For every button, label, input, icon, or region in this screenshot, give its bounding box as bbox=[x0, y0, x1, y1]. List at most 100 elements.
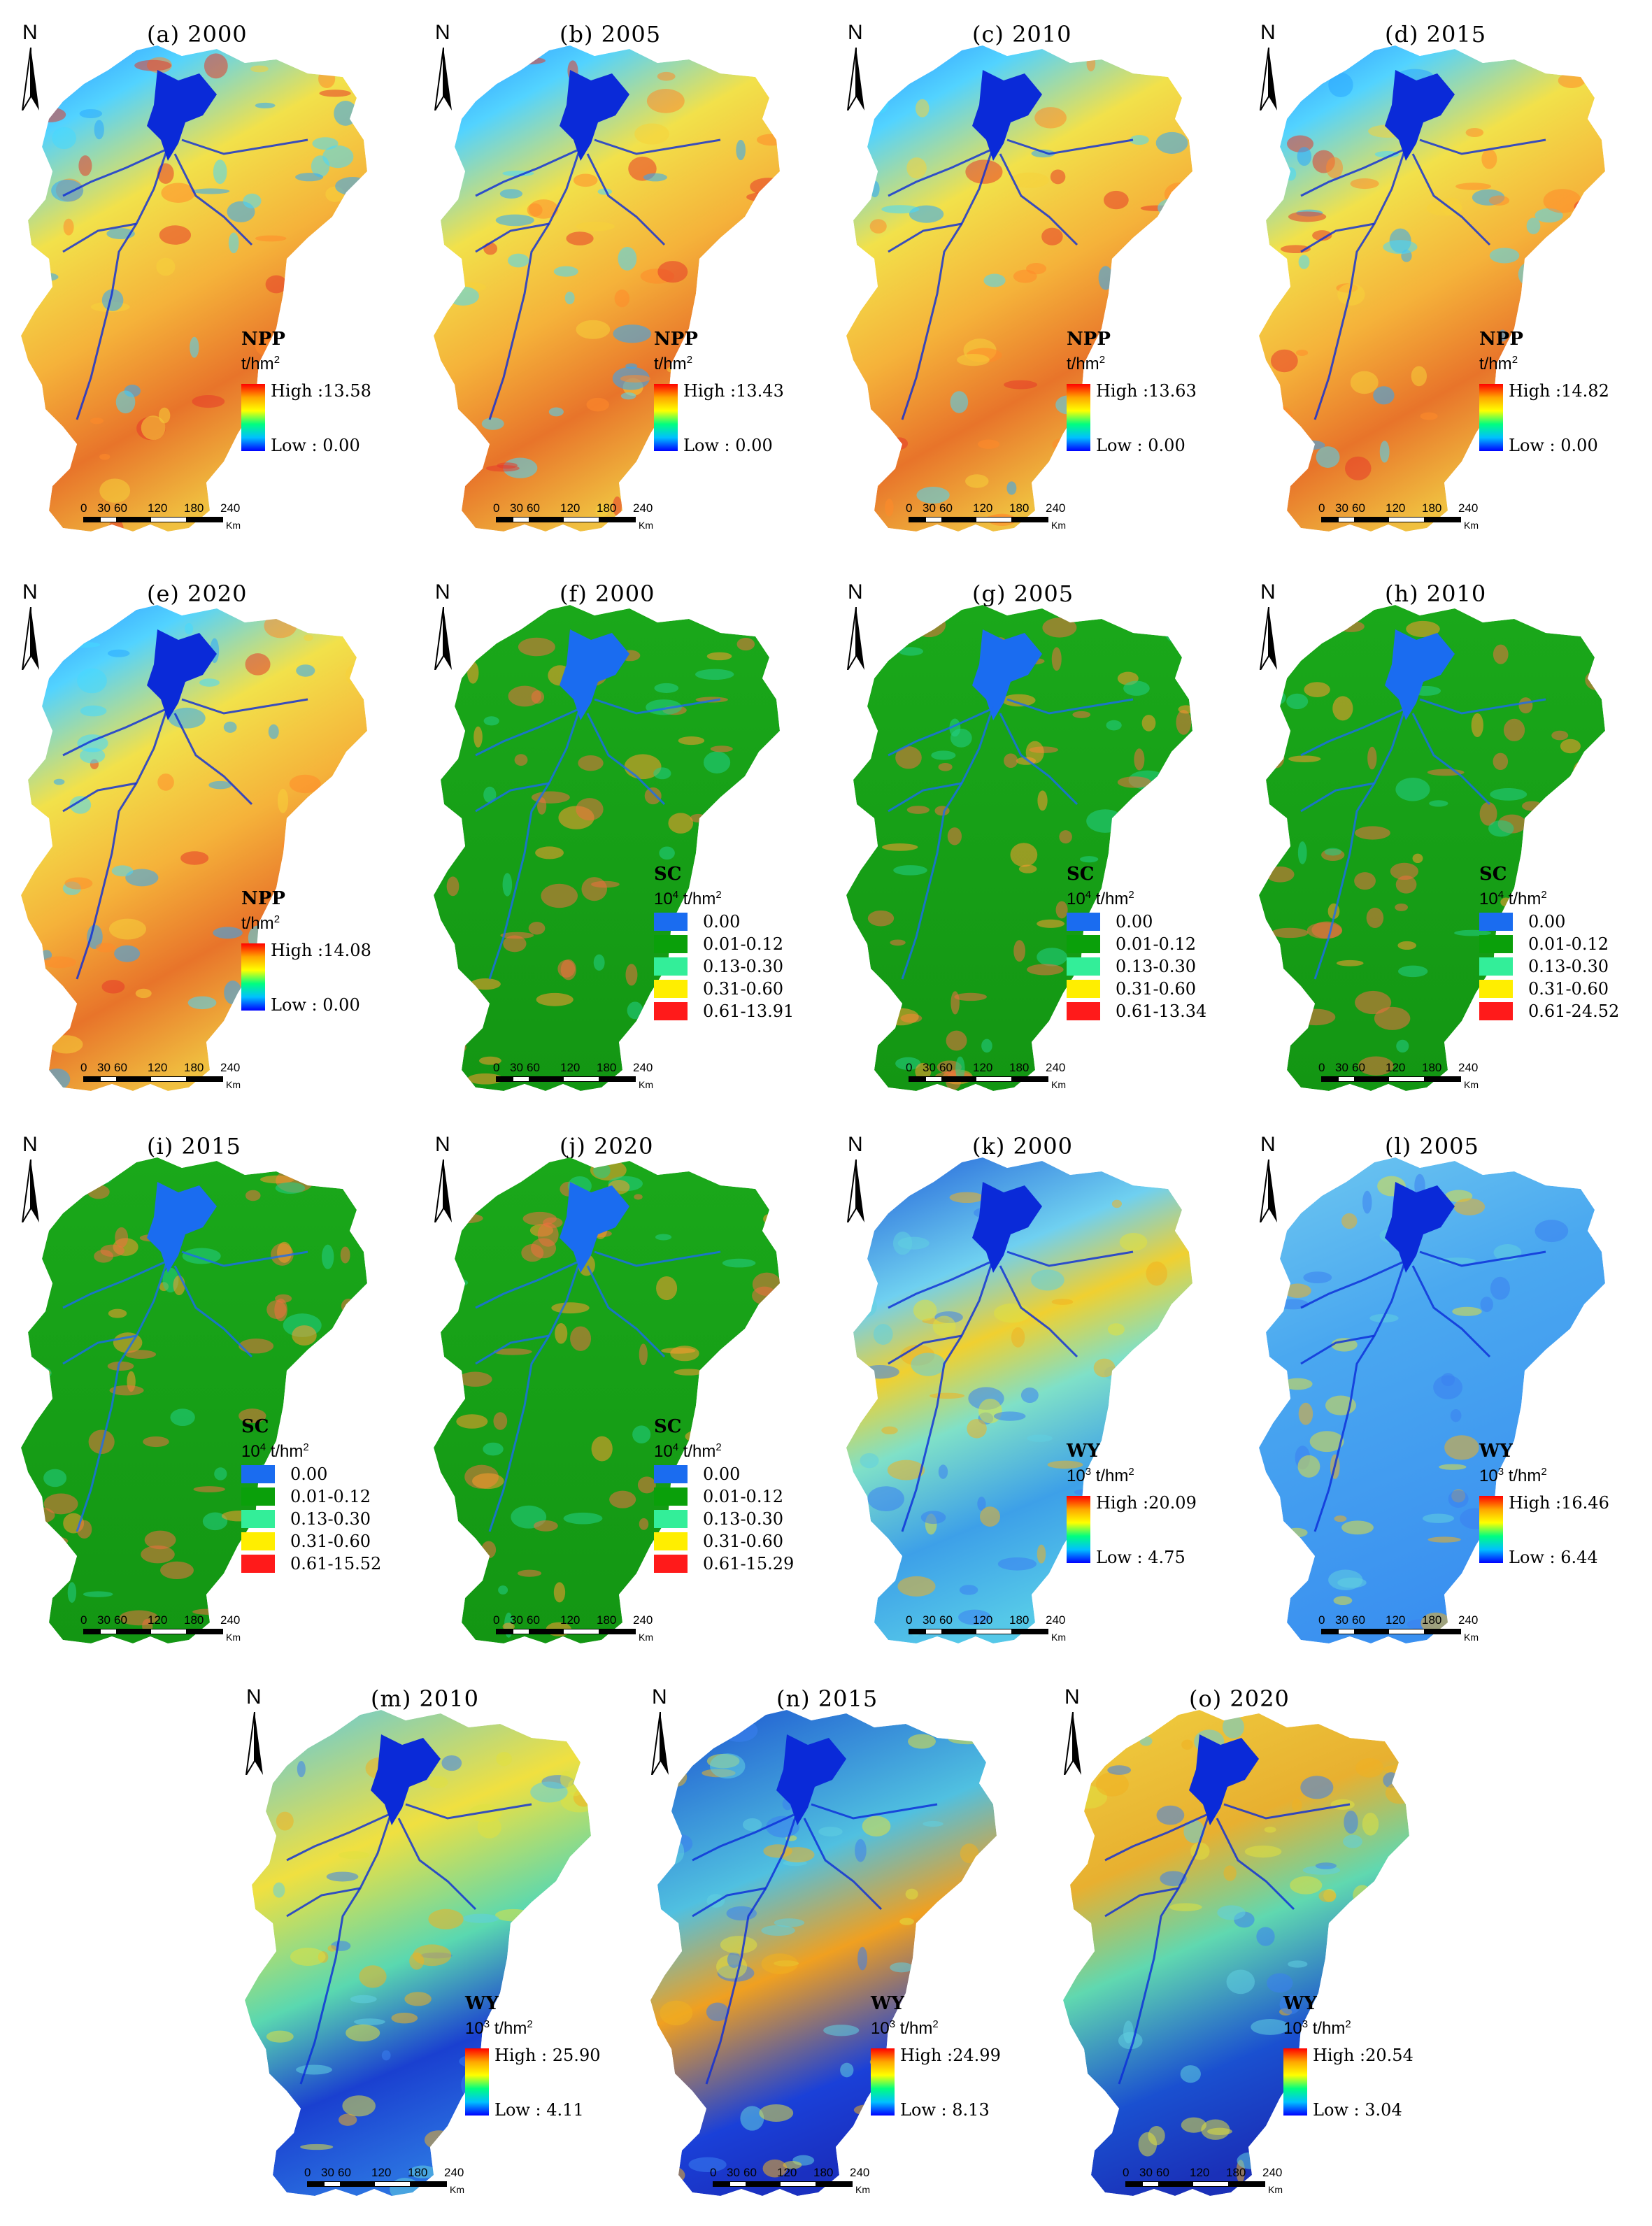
map-texture-patch bbox=[1180, 2065, 1201, 2083]
map-texture-patch bbox=[1107, 1323, 1125, 1336]
legend-class-label: 0.00 bbox=[703, 912, 741, 932]
map-texture-patch bbox=[52, 127, 77, 150]
legend-unit: 103 t/hm2 bbox=[871, 2018, 939, 2038]
map-texture-patch bbox=[1037, 919, 1065, 928]
scale-tick-label: 240 bbox=[220, 1061, 241, 1074]
map-texture-patch bbox=[338, 1851, 370, 1860]
scale-tick-label: 120 bbox=[973, 501, 993, 515]
map-texture-patch bbox=[265, 275, 287, 294]
map-texture-patch bbox=[1298, 255, 1310, 269]
map-texture-patch bbox=[948, 1734, 988, 1745]
panel-title: (m) 2010 bbox=[371, 1685, 479, 1712]
legend-unit: 103 t/hm2 bbox=[1479, 1466, 1547, 1485]
map-texture-patch bbox=[761, 1925, 795, 1936]
scale-tick-label: 60 bbox=[527, 501, 540, 515]
scale-tick-label: 180 bbox=[184, 501, 204, 515]
scale-unit: Km bbox=[639, 520, 653, 531]
poyang-lake bbox=[1385, 1182, 1455, 1273]
river-line bbox=[692, 1813, 795, 1862]
map-texture-patch bbox=[77, 1173, 112, 1185]
map-texture-patch bbox=[1086, 55, 1096, 72]
map-texture-patch bbox=[1493, 644, 1509, 664]
north-arrow-icon bbox=[245, 1712, 263, 1775]
map-texture-patch bbox=[1268, 406, 1294, 431]
legend-color-ramp bbox=[871, 2048, 895, 2116]
map-texture-patch bbox=[1099, 1616, 1116, 1641]
map-texture-patch bbox=[1383, 240, 1418, 255]
panel-title: (g) 2005 bbox=[972, 580, 1074, 607]
scale-segment bbox=[563, 1076, 599, 1082]
river-line bbox=[1300, 1334, 1375, 1365]
map-texture-patch bbox=[1181, 2117, 1206, 2133]
map-panel-j: N (j) 2020 SC 104 t/hm2 0.00 0.01-0.12 0.13-0.… bbox=[413, 1112, 825, 1664]
map-texture-patch bbox=[327, 1945, 336, 1952]
north-label: N bbox=[1260, 580, 1276, 604]
map-texture-patch bbox=[290, 1948, 326, 1967]
legend-swatch bbox=[654, 1532, 688, 1550]
map-texture-patch bbox=[734, 803, 755, 823]
map-texture-patch bbox=[1498, 329, 1507, 342]
scale-segment bbox=[529, 1076, 563, 1082]
scale-tick-label: 60 bbox=[939, 1613, 953, 1627]
legend-class: 0.61-13.34 bbox=[1067, 1001, 1206, 1021]
map-texture-patch bbox=[740, 2106, 764, 2131]
map-texture-patch bbox=[408, 2165, 436, 2178]
map-wy bbox=[1063, 1710, 1409, 2196]
scale-tick-label: 30 bbox=[923, 1613, 936, 1627]
map-texture-patch bbox=[252, 2118, 286, 2127]
north-label: N bbox=[246, 1685, 262, 1708]
map-texture-patch bbox=[434, 1277, 469, 1288]
river-line bbox=[888, 149, 990, 197]
map-texture-patch bbox=[1316, 446, 1340, 468]
map-texture-patch bbox=[107, 649, 130, 657]
map-texture-patch bbox=[1146, 1261, 1167, 1286]
legend-title: NPP bbox=[241, 329, 285, 350]
map-texture-patch bbox=[1334, 1515, 1347, 1522]
map-texture-patch bbox=[761, 1953, 798, 1974]
legend-class-label: 0.61-15.52 bbox=[290, 1554, 382, 1574]
map-texture-patch bbox=[873, 1324, 893, 1345]
map-texture-patch bbox=[101, 980, 125, 994]
map-texture-patch bbox=[662, 1839, 685, 1864]
map-texture-patch bbox=[350, 1995, 377, 2004]
map-texture-patch bbox=[243, 193, 262, 208]
map-texture-patch bbox=[1551, 730, 1569, 741]
map-texture-patch bbox=[277, 788, 289, 813]
map-texture-patch bbox=[1181, 1739, 1193, 1750]
map-texture-patch bbox=[706, 652, 732, 661]
map-texture-patch bbox=[318, 69, 336, 89]
map-texture-patch bbox=[818, 1827, 843, 1836]
scale-segment bbox=[341, 2181, 374, 2187]
map-texture-patch bbox=[467, 1073, 504, 1085]
map-texture-patch bbox=[476, 2131, 485, 2138]
legend-high: High :14.08 bbox=[271, 941, 371, 960]
map-texture-patch bbox=[718, 838, 738, 852]
map-texture-patch bbox=[1037, 948, 1068, 966]
map-texture-patch bbox=[1439, 1464, 1467, 1470]
scale-tick-label: 60 bbox=[939, 1061, 953, 1074]
north-arrow: N bbox=[238, 1685, 280, 1776]
legend-color-ramp bbox=[1283, 2048, 1307, 2116]
map-texture-patch bbox=[458, 1371, 492, 1387]
map-texture-patch bbox=[1025, 741, 1044, 764]
map-texture-patch bbox=[946, 1030, 967, 1051]
river-line bbox=[488, 1258, 582, 1532]
map-texture-patch bbox=[1006, 481, 1017, 495]
map-texture-patch bbox=[762, 2159, 788, 2178]
legend-ramp-row: High :20.09 Low : 4.75 bbox=[1067, 1493, 1215, 1567]
scale-tick-label: 180 bbox=[1009, 1061, 1030, 1074]
scale-segment bbox=[411, 2181, 447, 2187]
map-texture-patch bbox=[578, 755, 604, 771]
river-line bbox=[62, 149, 165, 197]
north-label: N bbox=[848, 21, 863, 44]
map-texture-patch bbox=[1288, 755, 1321, 763]
map-texture-patch bbox=[949, 718, 961, 737]
scale-segment bbox=[780, 2181, 816, 2187]
map-texture-patch bbox=[1011, 1327, 1025, 1348]
map-texture-patch bbox=[1013, 940, 1026, 962]
scale-tick-label: 60 bbox=[1352, 1613, 1365, 1627]
scale-segment bbox=[374, 2181, 411, 2187]
legend-title: NPP bbox=[1479, 329, 1523, 350]
map-texture-patch bbox=[1155, 131, 1188, 154]
map-texture-patch bbox=[620, 392, 636, 400]
